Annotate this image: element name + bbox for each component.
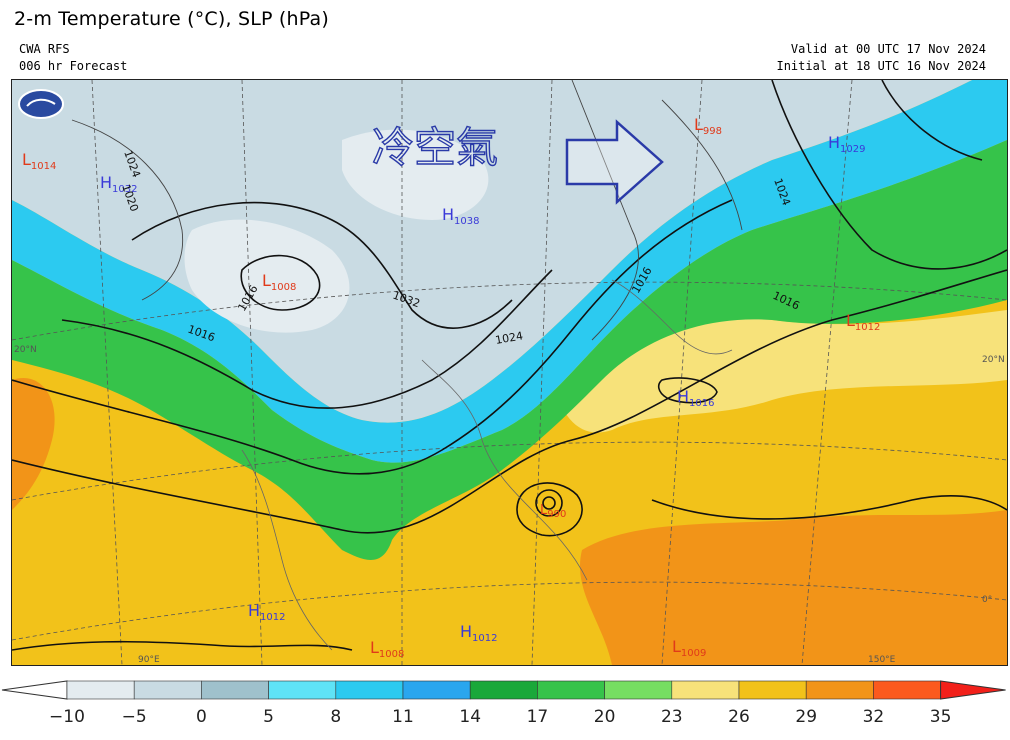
pressure-center: L1014 xyxy=(22,150,56,172)
isobars xyxy=(12,80,1007,651)
legend-tick-label: 5 xyxy=(263,707,274,727)
legend-tick-label: 0 xyxy=(196,707,207,727)
latitude-label: 20°N xyxy=(14,345,37,355)
legend-tick-label: 8 xyxy=(330,707,341,727)
cold-region xyxy=(12,80,972,423)
color-legend: −10 −5 0 5 8 11 14 17 20 23 26 29 32 35 xyxy=(0,676,1010,736)
isobar-label: 1024 xyxy=(494,329,524,347)
pressure-center: L990 xyxy=(540,503,566,520)
legend-swatch xyxy=(873,680,941,700)
pressure-center: H1016 xyxy=(677,387,714,409)
legend-tick-label: 32 xyxy=(863,707,885,727)
legend-swatch xyxy=(402,680,471,700)
legend-swatch xyxy=(133,680,202,700)
pressure-center: L1009 xyxy=(672,637,706,659)
hot-region xyxy=(579,510,1007,665)
legend-swatch xyxy=(268,680,337,700)
legend-swatch xyxy=(604,680,673,700)
model-name: CWA RFS xyxy=(19,42,70,56)
valid-time: Valid at 00 UTC 17 Nov 2024 xyxy=(790,42,986,56)
map-canvas: 冷空氣 L1014 H1032 L1008 H1038 L998 H1029 L… xyxy=(12,80,1007,665)
latitude-label: 20°N xyxy=(982,355,1005,365)
graticule-labels: 20°N 20°N 0° 90°E 150°E xyxy=(14,345,1005,665)
legend-tick-label: 23 xyxy=(661,707,683,727)
legend-under-arrow xyxy=(1,680,68,700)
legend-tick-label: 11 xyxy=(392,707,414,727)
legend-tick-label: 26 xyxy=(728,707,750,727)
right-arrow-icon xyxy=(565,119,664,205)
very-cold-region xyxy=(342,129,489,220)
mild-warm-region xyxy=(552,310,1007,433)
cool-region xyxy=(12,80,1007,463)
legend-tick-label: −10 xyxy=(49,707,85,727)
weather-map: 冷空氣 L1014 H1032 L1008 H1038 L998 H1029 L… xyxy=(11,79,1008,666)
longitude-label: 150°E xyxy=(868,655,896,665)
forecast-hour: 006 hr Forecast xyxy=(19,59,128,73)
legend-tick-label: 17 xyxy=(527,707,549,727)
cold-air-annotation: 冷空氣 xyxy=(372,123,498,172)
legend-swatch xyxy=(201,680,269,700)
legend-tick-label: 20 xyxy=(594,707,616,727)
legend-swatch xyxy=(805,680,874,700)
legend-tick-label: −5 xyxy=(122,707,147,727)
graticule xyxy=(12,80,1007,665)
coastlines xyxy=(241,279,733,651)
pressure-center: L1012 xyxy=(846,311,880,333)
initial-time: Initial at 18 UTC 16 Nov 2024 xyxy=(776,59,986,73)
legend-over-arrow xyxy=(940,680,1006,700)
cwa-logo-icon xyxy=(18,89,64,119)
legend-canvas: −10 −5 0 5 8 11 14 17 20 23 26 29 32 35 xyxy=(1,680,1006,727)
legend-swatch xyxy=(335,680,404,700)
pressure-center: L1008 xyxy=(262,271,296,293)
pressure-centers: L1014 H1032 L1008 H1038 L998 H1029 L1012… xyxy=(22,115,880,660)
legend-swatch xyxy=(537,680,605,700)
legend-swatch xyxy=(66,680,135,700)
legend-swatch xyxy=(738,680,807,700)
hot-region xyxy=(12,378,55,510)
pressure-center: H1012 xyxy=(248,601,285,623)
map-title: 2-m Temperature (°C), SLP (hPa) xyxy=(14,8,330,30)
pressure-center: L1008 xyxy=(370,638,404,660)
mild-region xyxy=(12,140,1007,560)
very-cold-region xyxy=(184,219,350,333)
pressure-center: H1032 xyxy=(100,173,137,195)
legend-tick-label: 14 xyxy=(459,707,481,727)
pressure-center: H1012 xyxy=(460,622,497,644)
legend-tick-label: 35 xyxy=(930,707,952,727)
legend-swatch xyxy=(671,680,740,700)
longitude-label: 90°E xyxy=(138,655,160,665)
latitude-label: 0° xyxy=(982,595,992,605)
pressure-center: L998 xyxy=(694,115,722,137)
legend-swatch xyxy=(469,680,538,700)
pressure-center: H1038 xyxy=(442,205,479,227)
legend-tick-label: 29 xyxy=(795,707,817,727)
pressure-center: H1029 xyxy=(828,133,865,155)
